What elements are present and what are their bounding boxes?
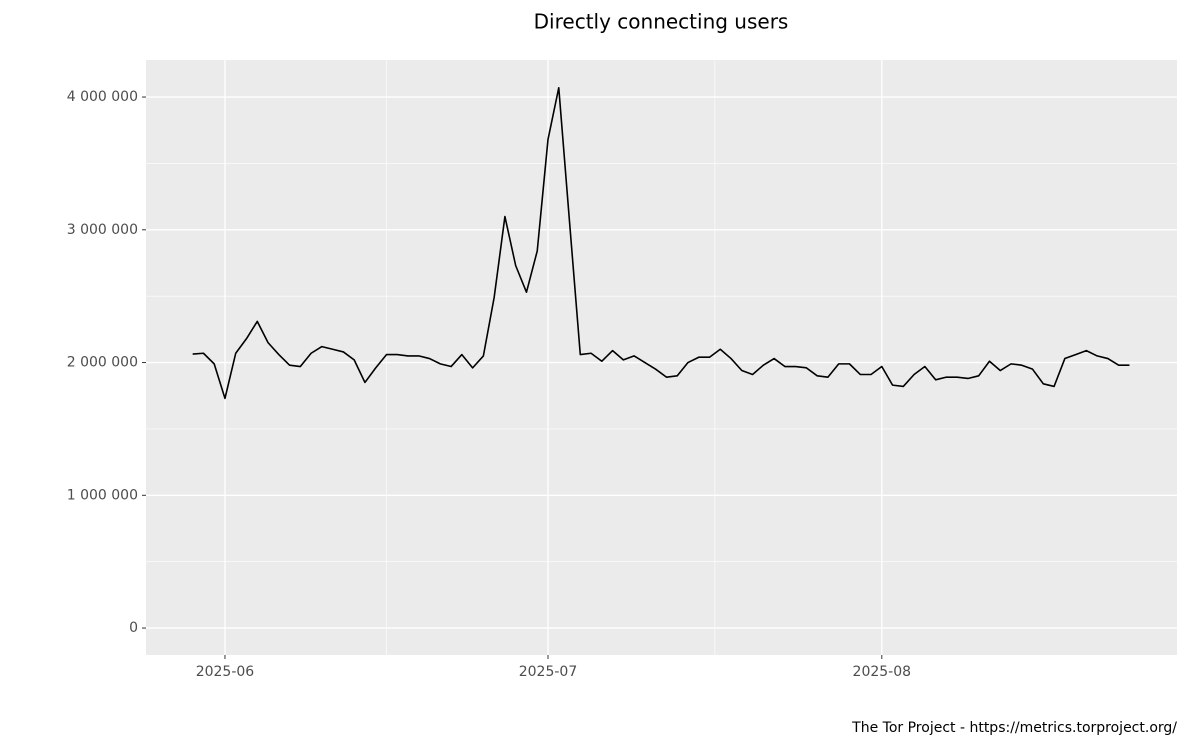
x-tick-label: 2025-08 [853, 664, 912, 680]
x-tick-label: 2025-06 [196, 664, 255, 680]
chart-title: Directly connecting users [534, 10, 789, 34]
y-tick-label: 1 000 000 [67, 487, 138, 503]
caption: The Tor Project - https://metrics.torpro… [851, 720, 1177, 736]
y-tick-label: 3 000 000 [67, 222, 138, 238]
x-tick-label: 2025-07 [519, 664, 578, 680]
y-tick-label: 2 000 000 [67, 355, 138, 371]
y-tick-label: 0 [129, 620, 138, 636]
y-tick-label: 4 000 000 [67, 89, 138, 105]
panel [146, 60, 1177, 655]
line [192, 86, 1130, 400]
